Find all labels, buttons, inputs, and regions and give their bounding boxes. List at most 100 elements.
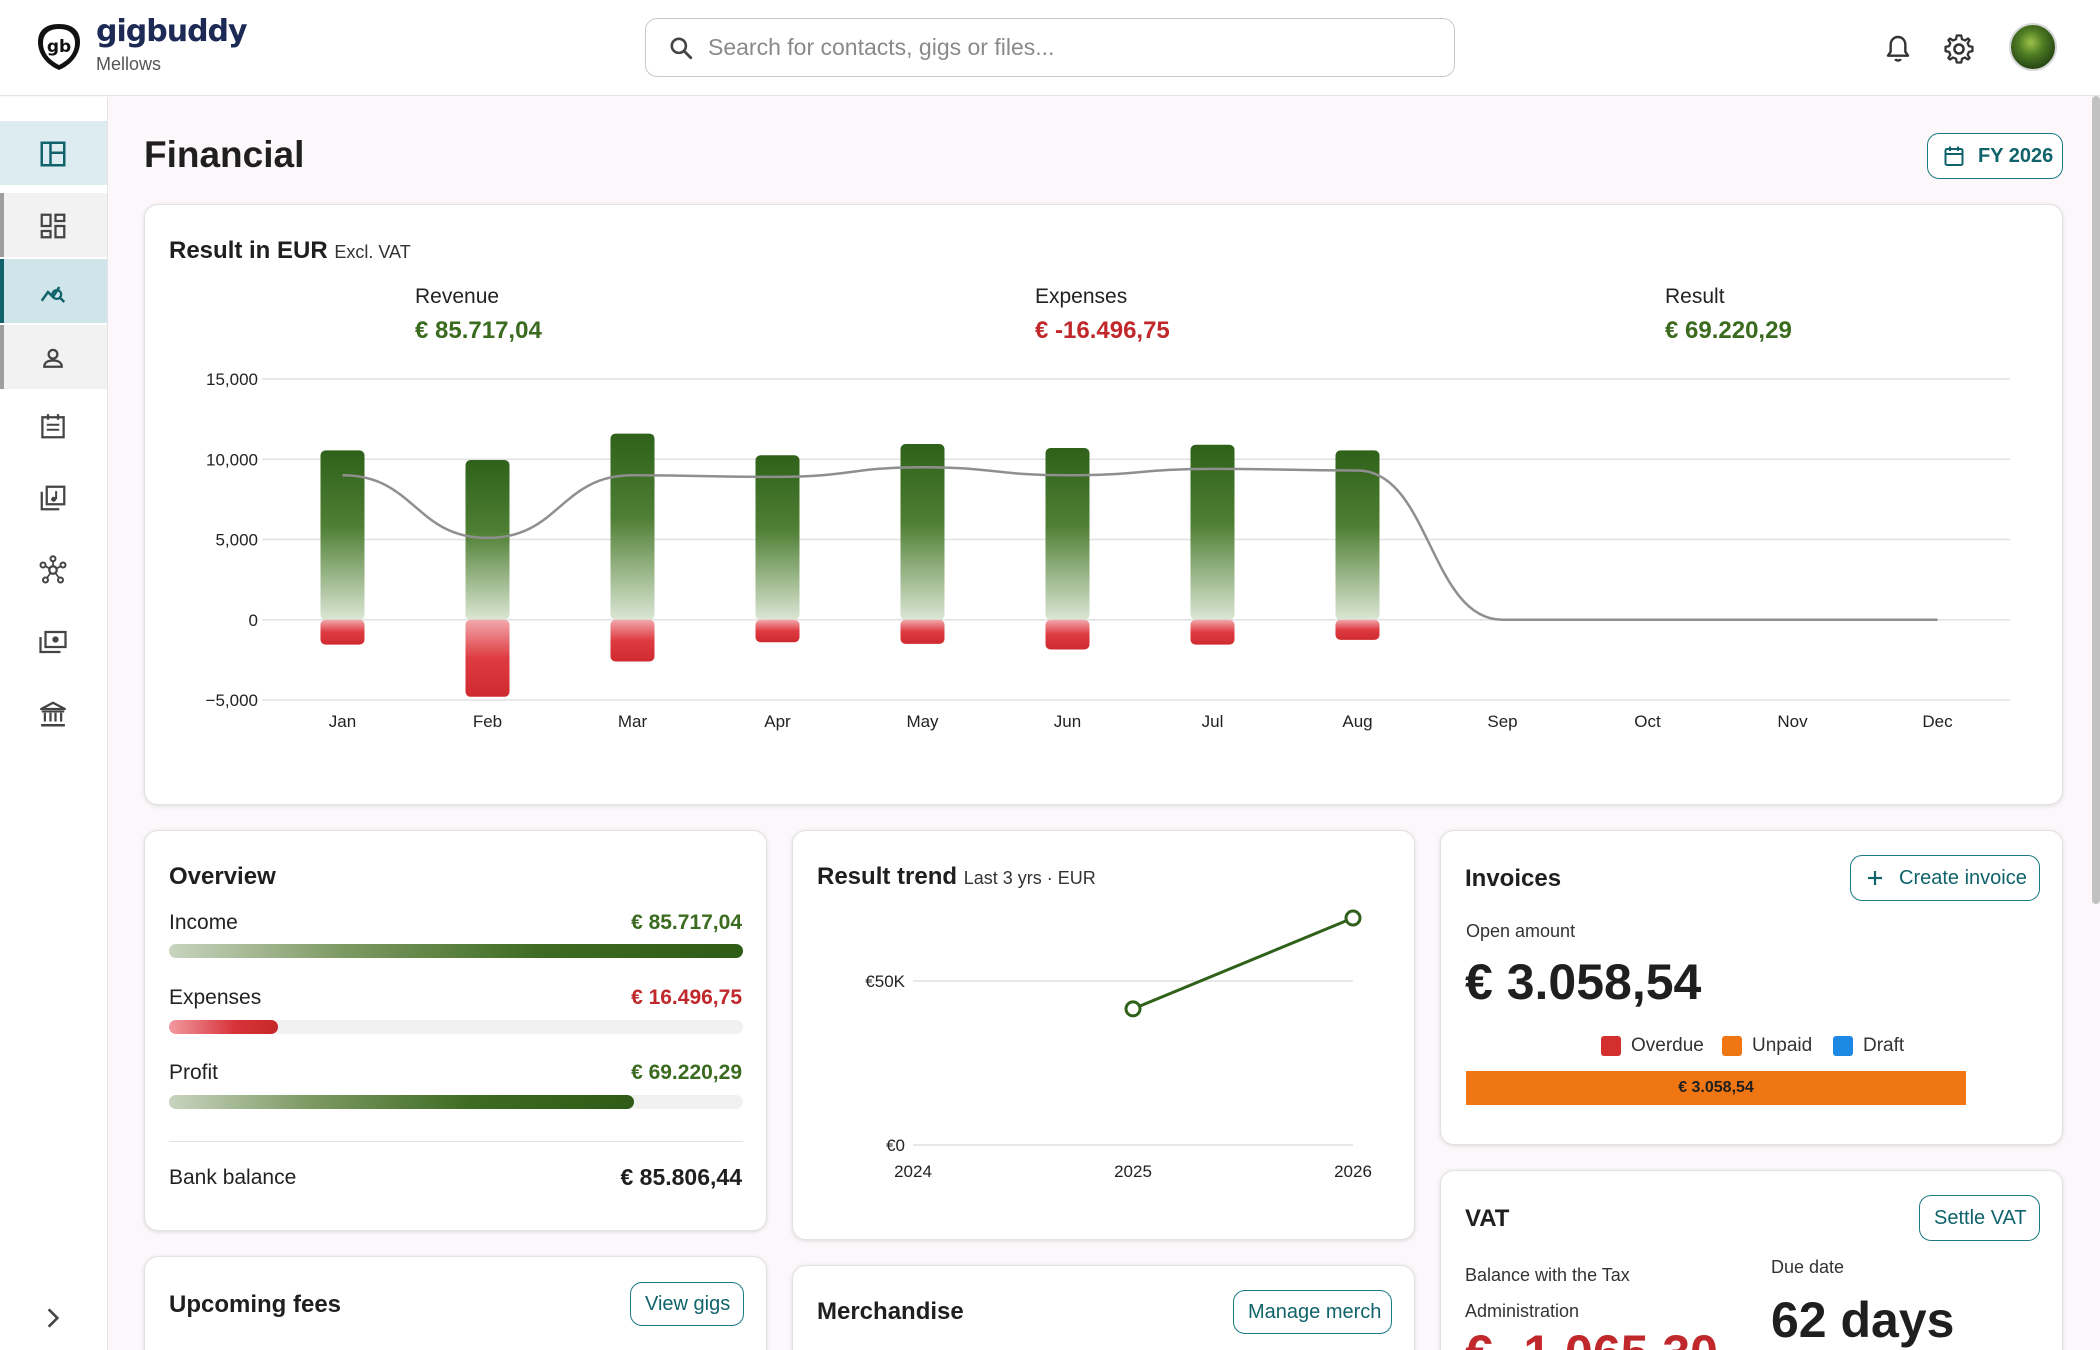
result-trend-chart: €0 €50K 2024 2025 2026 bbox=[865, 909, 1372, 1181]
page-title: Financial bbox=[144, 134, 305, 175]
overview-divider bbox=[169, 1141, 743, 1142]
x-tick-label: Jun bbox=[1054, 712, 1081, 731]
overview-card: Overview Income € 85.717,04 Expenses € 1… bbox=[144, 830, 767, 1231]
expense-bar bbox=[900, 619, 945, 644]
unpaid-invoices-bar[interactable]: € 3.058,54 bbox=[1466, 1071, 1966, 1105]
sidebar-item-network[interactable] bbox=[0, 537, 107, 601]
contacts-icon bbox=[43, 348, 63, 368]
gigbuddy-logo-icon[interactable]: gb bbox=[36, 22, 82, 72]
sidebar-item-bank[interactable] bbox=[0, 681, 107, 745]
view-gigs-label: View gigs bbox=[645, 1293, 731, 1315]
expense-bar bbox=[465, 619, 510, 697]
x-tick-label: May bbox=[906, 712, 939, 731]
invoices-card: Invoices Create invoice Open amount € 3.… bbox=[1440, 830, 2063, 1145]
avatar[interactable] bbox=[2009, 23, 2057, 71]
page-scrollbar[interactable] bbox=[2092, 96, 2100, 904]
unpaid-legend-label: Unpaid bbox=[1752, 1035, 1813, 1056]
search-input[interactable] bbox=[708, 19, 1438, 75]
expenses-value: € 16.496,75 bbox=[631, 986, 742, 1009]
income-value: € 85.717,04 bbox=[631, 911, 742, 934]
revenue-bar bbox=[465, 460, 510, 620]
upcoming-fees-card: Upcoming fees View gigs bbox=[144, 1256, 767, 1350]
overdue-legend-swatch bbox=[1601, 1036, 1621, 1056]
x-tick-label: Mar bbox=[618, 712, 648, 731]
income-bar bbox=[169, 944, 743, 958]
sidebar-item-calendar[interactable] bbox=[0, 393, 107, 457]
manage-merch-label: Manage merch bbox=[1248, 1301, 1382, 1323]
sidebar-item-contacts[interactable] bbox=[0, 325, 107, 389]
trend-point bbox=[1124, 1000, 1142, 1018]
income-label: Income bbox=[169, 911, 238, 934]
expense-bar bbox=[755, 619, 800, 643]
manage-merch-button[interactable]: Manage merch bbox=[1233, 1290, 1392, 1334]
x-tick-label: Jan bbox=[329, 712, 356, 731]
trend-x-tick-label: 2025 bbox=[1114, 1162, 1152, 1181]
revenue-bar bbox=[755, 455, 800, 620]
fiscal-year-label: FY 2026 bbox=[1978, 145, 2054, 167]
revenue-label: Revenue bbox=[415, 285, 500, 308]
search-icon bbox=[670, 37, 693, 60]
view-gigs-button[interactable]: View gigs bbox=[630, 1282, 744, 1326]
invoices-title: Invoices bbox=[1465, 865, 1562, 892]
chevron-right-icon[interactable] bbox=[40, 1305, 66, 1331]
create-invoice-button[interactable]: Create invoice bbox=[1850, 855, 2040, 901]
tax-balance-value: € -1.065,30 bbox=[1465, 1324, 1718, 1350]
sidebar-item-merch[interactable] bbox=[0, 609, 107, 673]
top-bar: gb gigbuddy Mellows bbox=[0, 0, 2100, 96]
revenue-value: € 85.717,04 bbox=[415, 317, 542, 344]
vat-title: VAT bbox=[1465, 1205, 1510, 1232]
sidebar-item-widgets[interactable] bbox=[0, 193, 107, 257]
trend-chart-title: Result trend Last 3 yrs · EUR bbox=[817, 863, 1096, 891]
revenue-bar bbox=[320, 450, 365, 620]
x-tick-label: Dec bbox=[1922, 712, 1953, 731]
network-icon bbox=[39, 555, 67, 584]
vat-card: VAT Settle VAT Balance with the Tax Admi… bbox=[1440, 1170, 2063, 1350]
bank-balance-value: € 85.806,44 bbox=[620, 1164, 742, 1190]
draft-legend-swatch bbox=[1833, 1036, 1853, 1056]
profit-label: Profit bbox=[169, 1061, 219, 1084]
expense-bar bbox=[320, 619, 365, 645]
gear-icon[interactable] bbox=[1942, 32, 1976, 66]
sidebar-item-financial[interactable] bbox=[0, 259, 107, 323]
trend-line bbox=[1132, 916, 1354, 1011]
result-chart-card: 15,000 10,000 5,000 0 −5,000 Jan Feb Mar Apr May J… bbox=[144, 204, 2063, 805]
calendar-icon bbox=[1944, 146, 1964, 166]
revenue-bar bbox=[610, 433, 655, 620]
nav-indicator bbox=[0, 193, 4, 257]
trend-x-tick-label: 2024 bbox=[894, 1162, 932, 1181]
revenue-bar bbox=[900, 444, 945, 620]
nav-indicator bbox=[0, 325, 4, 389]
x-tick-label: Oct bbox=[1634, 712, 1661, 731]
organization-name: Mellows bbox=[96, 54, 162, 74]
vat-due-label: Due date bbox=[1771, 1257, 1845, 1277]
sidebar bbox=[0, 97, 108, 1350]
sidebar-item-music[interactable] bbox=[0, 465, 107, 529]
draft-legend-label: Draft bbox=[1863, 1035, 1905, 1056]
plus-icon bbox=[1868, 871, 1882, 885]
result-label: Result bbox=[1665, 285, 1725, 308]
profit-bar bbox=[169, 1095, 743, 1109]
result-value: € 69.220,29 bbox=[1665, 317, 1792, 344]
expense-bar bbox=[1045, 619, 1090, 650]
fiscal-year-button[interactable]: FY 2026 bbox=[1927, 133, 2063, 179]
expenses-value: € -16.496,75 bbox=[1035, 317, 1170, 344]
open-amount-label: Open amount bbox=[1466, 921, 1576, 941]
expense-bar bbox=[1190, 619, 1235, 645]
open-amount-value: € 3.058,54 bbox=[1465, 954, 1702, 1010]
trend-x-tick-label: 2026 bbox=[1334, 1162, 1372, 1181]
y-tick-label: 5,000 bbox=[215, 531, 258, 550]
y-tick-label: 10,000 bbox=[206, 450, 258, 469]
sidebar-item-dashboard[interactable] bbox=[0, 121, 107, 185]
search-box[interactable] bbox=[645, 18, 1455, 77]
tax-balance-label: Balance with the Tax Administration bbox=[1465, 1265, 1630, 1321]
widgets-icon bbox=[40, 213, 66, 239]
merchandise-card: Merchandise Manage merch bbox=[792, 1265, 1415, 1350]
settle-vat-button[interactable]: Settle VAT bbox=[1919, 1195, 2040, 1241]
dashboard-icon bbox=[40, 141, 66, 167]
overdue-legend-label: Overdue bbox=[1631, 1035, 1704, 1056]
expense-bar bbox=[610, 619, 655, 662]
bell-icon[interactable] bbox=[1882, 33, 1914, 65]
x-tick-label: Aug bbox=[1342, 712, 1372, 731]
revenue-bar bbox=[1190, 444, 1235, 620]
result-bar-chart: 15,000 10,000 5,000 0 −5,000 Jan Feb Mar Apr May J… bbox=[206, 370, 2010, 731]
